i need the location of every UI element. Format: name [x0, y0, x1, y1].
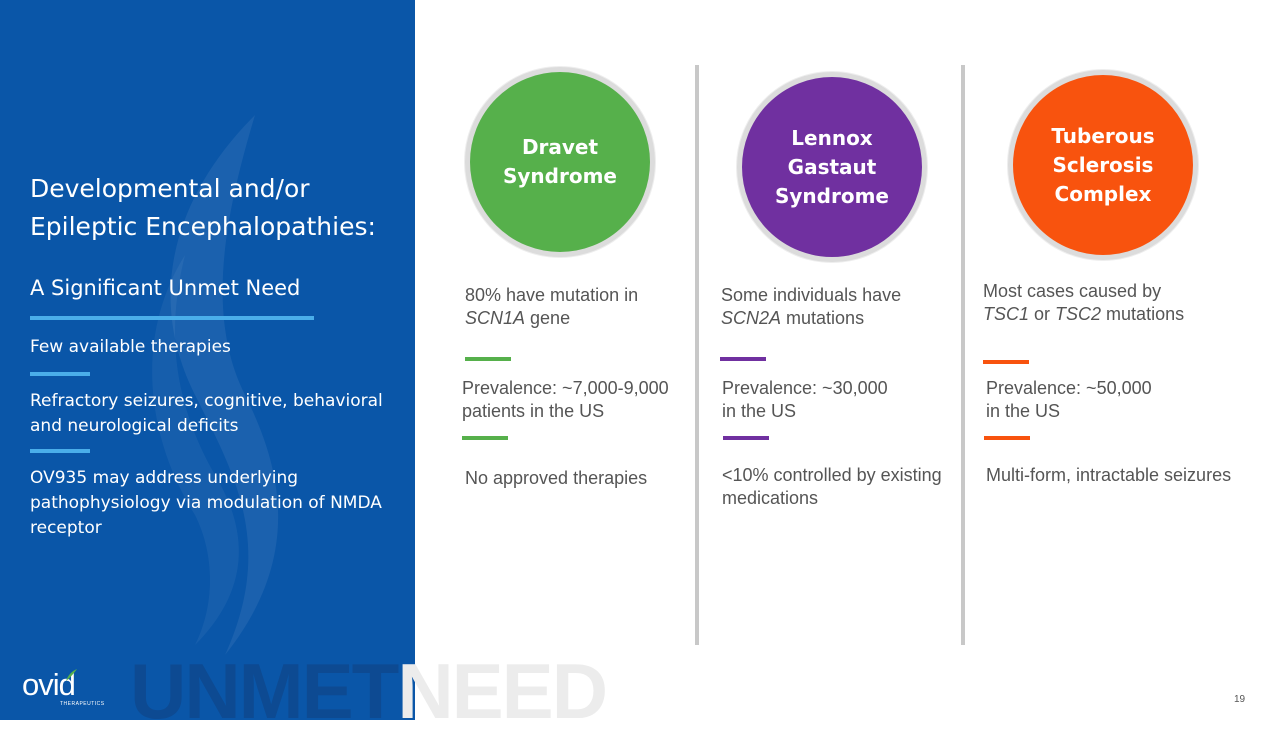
lennox-gene: SCN2A: [721, 308, 782, 328]
dravet-fact-line1: 80% have mutation in: [465, 285, 639, 305]
page-title: Developmental and/or Epileptic Encephalo…: [30, 170, 400, 246]
sidebar-panel: Developmental and/or Epileptic Encephalo…: [0, 0, 415, 720]
tuberous-name-line1: Tuberous: [1051, 123, 1155, 148]
tuberous-prevalence: Prevalence: ~50,000 in the US: [986, 377, 1152, 423]
dravet-mutation-fact: 80% have mutation in SCN1A gene: [465, 284, 638, 330]
tuberous-gene-1: TSC1: [983, 304, 1030, 324]
lennox-note-line1: <10% controlled by existing: [722, 465, 942, 485]
logo-wordmark: ovid: [22, 667, 76, 702]
ovid-logo: ovid THERAPEUTICS: [22, 667, 105, 712]
unmet-need-watermark: UNMETNEED: [130, 652, 608, 730]
tuberous-name-line3: Complex: [1054, 181, 1152, 206]
tuberous-name-line2: Sclerosis: [1052, 152, 1154, 177]
dravet-dash-1: [465, 357, 511, 361]
lennox-prevalence: Prevalence: ~30,000 in the US: [722, 377, 888, 423]
tuberous-gene-2: TSC2: [1055, 304, 1102, 324]
dravet-name-line1: Dravet: [521, 135, 599, 159]
page-number: 19: [1234, 694, 1246, 705]
lennox-dash-1: [720, 357, 766, 361]
lennox-name-line3: Syndrome: [774, 183, 889, 208]
lennox-fact-suffix: mutations: [781, 308, 865, 328]
point-rule-2: [30, 449, 90, 453]
page-title-line1: Developmental and/or: [30, 174, 310, 203]
tuberous-circle: Tuberous Sclerosis Complex: [1008, 70, 1198, 260]
dravet-fact-line2: SCN1A gene: [465, 307, 638, 330]
flame-watermark-icon: [152, 115, 279, 655]
logo-leaf-icon: [66, 669, 77, 681]
lennox-dash-2: [723, 436, 769, 440]
tuberous-fact-line2: TSC1 or TSC2 mutations: [983, 303, 1184, 326]
dravet-prevalence-line2: patients in the US: [462, 401, 605, 421]
tuberous-prevalence-line2: in the US: [986, 401, 1061, 421]
dravet-circle: Dravet Syndrome: [465, 67, 655, 257]
lennox-fact-line1: Some individuals have: [721, 285, 902, 305]
page-subtitle: A Significant Unmet Need: [30, 276, 301, 300]
point-ov935: OV935 may address underlying pathophysio…: [30, 468, 382, 538]
dravet-prevalence: Prevalence: ~7,000-9,000 patients in the…: [462, 377, 669, 423]
lennox-prevalence-line1: Prevalence: ~30,000: [722, 378, 888, 398]
lennox-name-line2: Gastaut: [787, 154, 877, 179]
watermark-unmet: UNMET: [130, 647, 399, 735]
dravet-fact-suffix: gene: [525, 308, 571, 328]
lennox-prevalence-line2: in the US: [722, 401, 797, 421]
column-divider-1: [695, 65, 699, 645]
column-divider-2: [961, 65, 965, 645]
lennox-circle: Lennox Gastaut Syndrome: [737, 72, 927, 262]
lennox-mutation-fact: Some individuals have SCN2A mutations: [721, 284, 901, 330]
dravet-dash-2: [462, 436, 508, 440]
point-rule-1: [30, 372, 90, 376]
lennox-fact-line2: SCN2A mutations: [721, 307, 901, 330]
logo-tagline: THERAPEUTICS: [60, 701, 105, 707]
tuberous-prevalence-line1: Prevalence: ~50,000: [986, 378, 1152, 398]
point-refractory-seizures: Refractory seizures, cognitive, behavior…: [30, 391, 383, 436]
lennox-note-line2: medications: [722, 488, 819, 508]
tuberous-fact-line1: Most cases caused by: [983, 281, 1162, 301]
tuberous-fact-suffix: mutations: [1101, 304, 1185, 324]
tuberous-fact-mid: or: [1029, 304, 1056, 324]
tuberous-dash-1: [983, 360, 1029, 364]
dravet-note: No approved therapies: [465, 468, 648, 488]
lennox-name-line1: Lennox: [791, 125, 873, 150]
watermark-need: NEED: [397, 647, 608, 735]
lennox-note: <10% controlled by existing medications: [722, 464, 942, 510]
dravet-name-line2: Syndrome: [502, 164, 617, 188]
dravet-prevalence-line1: Prevalence: ~7,000-9,000: [462, 378, 669, 398]
tuberous-note: Multi-form, intractable seizures: [986, 465, 1232, 485]
point-few-therapies: Few available therapies: [30, 337, 231, 357]
tuberous-dash-2: [984, 436, 1030, 440]
dravet-gene: SCN1A: [465, 308, 526, 328]
tuberous-mutation-fact: Most cases caused by TSC1 or TSC2 mutati…: [983, 280, 1184, 326]
subtitle-rule: [30, 316, 314, 320]
page-title-line2: Epileptic Encephalopathies:: [30, 212, 376, 241]
